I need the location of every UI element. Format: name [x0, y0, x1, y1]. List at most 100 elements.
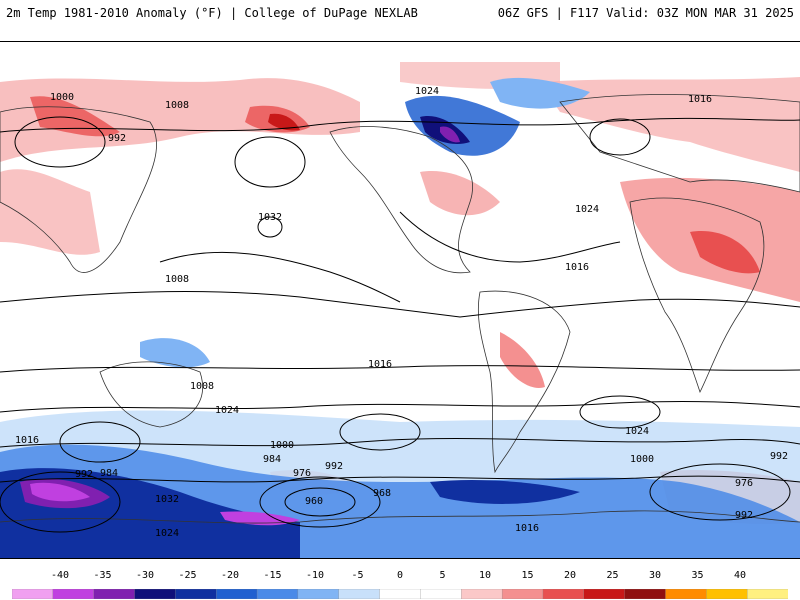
- cold-anomaly-region: [30, 482, 90, 502]
- colorbar-tick-labels: -40 -35 -30 -25 -20 -15 -10 -5 0 5 10 15 20 25 30 35 40: [0, 570, 800, 582]
- colorbar-swatch: [338, 589, 381, 599]
- north-america-outline: [329, 126, 473, 274]
- isobar: [14, 116, 106, 168]
- cold-anomaly-region: [140, 338, 210, 368]
- colorbar-swatch: [706, 589, 748, 599]
- colorbar-tick-label: -25: [178, 570, 197, 581]
- colorbar-swatch: [52, 589, 95, 599]
- colorbar-swatch: [501, 589, 544, 599]
- isobar-label: 992: [770, 451, 788, 462]
- header: 2m Temp 1981-2010 Anomaly (°F) | College…: [0, 0, 800, 30]
- colorbar-tick-label: -5: [351, 570, 364, 581]
- isobar: [649, 463, 791, 521]
- australia-outline: [99, 361, 203, 428]
- eurasia-west-outline: [0, 106, 157, 273]
- colorbar-tick-label: 30: [648, 570, 662, 581]
- colorbar-swatch: [583, 589, 626, 599]
- warm-anomaly-region: [420, 171, 500, 216]
- isobar-label: 976: [293, 468, 311, 479]
- cold-anomaly-region: [430, 480, 580, 504]
- colorbar-tick-label: 15: [521, 570, 534, 581]
- colorbar-swatch: [665, 589, 707, 599]
- isobar-label: 1008: [190, 381, 214, 392]
- isobar-label: 992: [75, 469, 93, 480]
- isobar: [59, 421, 141, 463]
- isobar-label: 992: [108, 133, 126, 144]
- eurasia-outline: [559, 94, 800, 193]
- isobar-contours: [0, 116, 800, 533]
- colorbar-tick-label: -20: [220, 570, 240, 581]
- south-america-outline: [477, 290, 571, 474]
- colorbar-tick-label: -30: [135, 570, 155, 581]
- colorbar-swatch: [93, 589, 136, 599]
- isobar-label: 1016: [368, 359, 392, 370]
- coastlines: [0, 94, 800, 524]
- isobar-label: 960: [305, 496, 323, 507]
- map-title: 2m Temp 1981-2010 Anomaly (°F) | College…: [6, 6, 418, 20]
- isobar-label: 1016: [688, 94, 712, 105]
- warm-anomaly-region: [268, 113, 300, 131]
- isobar-label: 1024: [415, 86, 439, 97]
- isobar-label: 1016: [515, 523, 539, 534]
- isobar: [0, 437, 800, 448]
- cold-anomaly-region: [405, 95, 520, 156]
- colorbar-swatch: [12, 589, 54, 599]
- cold-anomaly-region: [440, 126, 460, 143]
- isobar-label: 968: [373, 488, 391, 499]
- colorbar-swatch: [256, 589, 299, 599]
- isobar-label: 1024: [575, 204, 599, 215]
- isobar-label: 1008: [165, 100, 189, 111]
- isobar-label: 1024: [625, 426, 649, 437]
- warm-anomaly-region: [30, 96, 120, 137]
- isobar-label: 1008: [165, 274, 189, 285]
- colorbar: -40 -35 -30 -25 -20 -15 -10 -5 0 5 10 15 20 25 30 35 40: [0, 570, 800, 600]
- colorbar-tick-label: 25: [606, 570, 619, 581]
- colorbar-tick-label: -10: [305, 570, 325, 581]
- isobar: [234, 136, 306, 188]
- colorbar-swatch: [747, 589, 788, 599]
- colorbar-tick-label: 40: [733, 570, 747, 581]
- colorbar-swatch: [624, 589, 667, 599]
- warm-anomaly-region: [540, 77, 800, 172]
- isobar: [0, 365, 800, 373]
- isobar: [0, 117, 800, 133]
- isobar-label: 1032: [258, 212, 282, 223]
- model-run-info: 06Z GFS | F117 Valid: 03Z MON MAR 31 202…: [497, 6, 794, 20]
- anomaly-shading: [0, 62, 800, 558]
- antarctica-outline: [0, 510, 800, 524]
- isobar: [579, 395, 661, 429]
- isobar-label: 1016: [565, 262, 589, 273]
- colorbar-swatch: [175, 589, 217, 599]
- isobar: [159, 251, 401, 303]
- colorbar-swatch: [216, 589, 258, 599]
- isobar-label: 1000: [630, 454, 654, 465]
- colorbar-swatch: [420, 589, 462, 599]
- colorbar-tick-label: -35: [93, 570, 112, 581]
- isobar-label: 1000: [50, 92, 74, 103]
- warm-anomaly-region: [690, 231, 760, 274]
- colorbar-tick-label: 5: [439, 570, 446, 581]
- colorbar-tick-label: -40: [50, 570, 70, 581]
- isobar: [399, 211, 621, 263]
- isobar-label: 1032: [155, 494, 179, 505]
- isobar: [589, 118, 651, 156]
- isobar-label: 1016: [15, 435, 39, 446]
- isobar-label: 1024: [215, 405, 239, 416]
- colorbar-swatch: [379, 589, 422, 599]
- cold-anomaly-region: [220, 511, 300, 526]
- colorbar-tick-label: 20: [563, 570, 577, 581]
- isobar: [0, 471, 121, 533]
- isobar-label: 1024: [155, 528, 179, 539]
- isobar-label: 976: [735, 478, 753, 489]
- isobar-label: 992: [735, 510, 753, 521]
- isobar: [339, 413, 421, 451]
- colorbar-tick-label: 0: [396, 570, 404, 581]
- colorbar-tick-label: 10: [478, 570, 492, 581]
- colorbar-swatch: [134, 589, 177, 599]
- warm-anomaly-region: [500, 332, 545, 388]
- isobar-label: 992: [325, 461, 343, 472]
- isobar-labels: 1000 1008 1024 1016 992 1032 1008 1016 1…: [15, 86, 788, 539]
- map-canvas: 1000 1008 1024 1016 992 1032 1008 1016 1…: [0, 62, 800, 558]
- colorbar-swatch: [461, 589, 503, 599]
- isobar-label: 1000: [270, 440, 294, 451]
